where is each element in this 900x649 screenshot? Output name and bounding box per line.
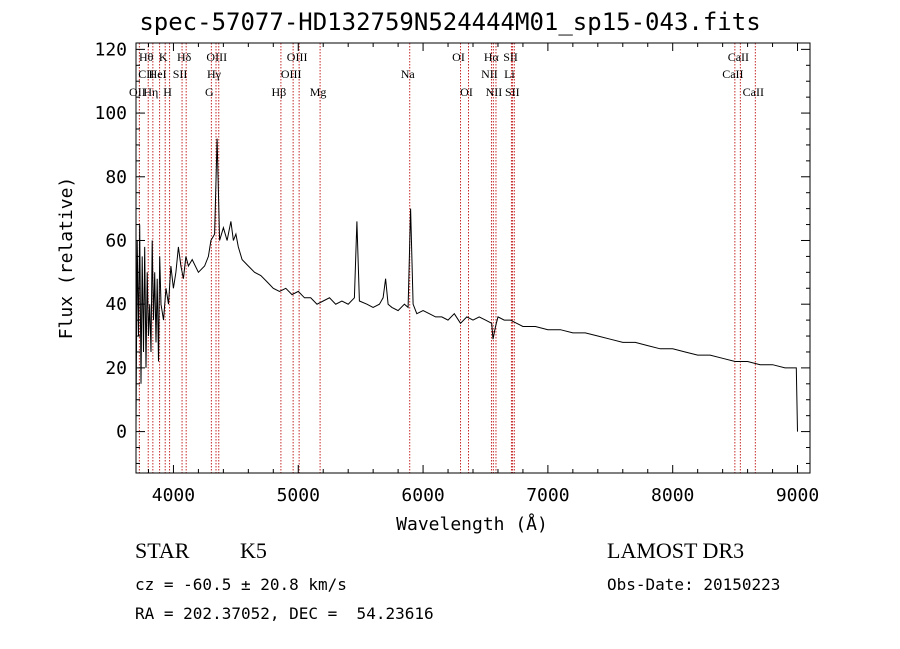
line-label: OIII: [287, 50, 308, 64]
line-label: Hβ: [272, 85, 287, 99]
line-label: Hγ: [207, 67, 222, 81]
line-label: OIII: [206, 50, 227, 64]
line-label: H: [163, 85, 172, 99]
spectral-subclass: K5: [240, 538, 267, 563]
line-label: Na: [401, 67, 416, 81]
line-label: G: [205, 85, 214, 99]
plot-frame: [135, 42, 811, 474]
y-tick-label: 20: [105, 358, 127, 379]
y-axis-ticks: 0 20 40 60 80 100 120: [94, 39, 810, 464]
coordinates: RA = 202.37052, DEC = 54.23616: [135, 604, 434, 623]
line-label: HeI: [149, 67, 167, 81]
line-label: SII: [173, 67, 188, 81]
x-axis-label: Wavelength (Å): [396, 513, 548, 535]
y-tick-label: 120: [94, 39, 127, 60]
y-axis-label: Flux (relative): [56, 177, 77, 340]
line-label: NII: [481, 67, 498, 81]
x-tick-label: 4000: [152, 485, 195, 506]
line-label: OII: [129, 85, 146, 99]
obs-date: Obs-Date: 20150223: [607, 575, 781, 594]
line-label: Hθ: [139, 50, 154, 64]
line-label: OI: [460, 85, 473, 99]
line-label: SII: [503, 50, 518, 64]
line-label: CaII: [743, 85, 764, 99]
x-tick-label: 9000: [776, 485, 819, 506]
y-tick-label: 40: [105, 294, 127, 315]
object-class: STAR: [135, 538, 190, 563]
x-tick-label: 5000: [277, 485, 320, 506]
x-tick-label: 7000: [526, 485, 569, 506]
y-tick-label: 60: [105, 230, 127, 251]
redshift-text: cz = -60.5 ± 20.8 km/s: [135, 575, 347, 594]
line-markers: [138, 43, 756, 473]
chart-title: spec-57077-HD132759N524444M01_sp15-043.f…: [139, 8, 761, 36]
spectrum-line: [135, 138, 798, 432]
x-tick-label: 6000: [401, 485, 444, 506]
line-label: CaII: [728, 50, 749, 64]
y-tick-label: 80: [105, 167, 127, 188]
line-label: Hδ: [177, 50, 192, 64]
line-label: CaII: [722, 67, 743, 81]
line-label: NII: [486, 85, 503, 99]
line-label: K: [159, 50, 168, 64]
line-label: OI: [452, 50, 465, 64]
line-label: CII: [138, 67, 154, 81]
line-label: Mg: [310, 85, 327, 99]
line-label: OIII: [281, 67, 302, 81]
y-tick-label: 0: [116, 422, 127, 443]
survey-name: LAMOST DR3: [607, 538, 745, 563]
line-label: Li: [504, 67, 515, 81]
line-label: Hη: [143, 85, 158, 99]
x-axis-ticks: 4000 5000 6000 7000 8000 9000: [147, 43, 819, 506]
x-tick-label: 8000: [651, 485, 694, 506]
line-label: SII: [505, 85, 520, 99]
y-tick-label: 100: [94, 103, 127, 124]
line-label: Hα: [484, 50, 500, 64]
